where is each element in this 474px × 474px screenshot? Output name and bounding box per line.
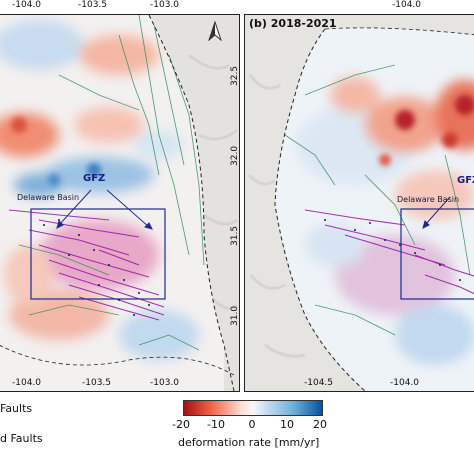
basin-boundary-a — [148, 15, 235, 391]
fault-lines-b — [284, 64, 471, 336]
basin-label-a: Delaware Basin — [17, 193, 80, 202]
basin-boundary-b — [274, 28, 366, 391]
colorbar-tick: -20 — [172, 418, 190, 431]
lat-tick: 31.0 — [230, 305, 240, 326]
panel-b-title: (b) 2018-2021 — [249, 17, 337, 30]
gfz-label-a: GFZ — [83, 173, 106, 184]
basin-label-b: Delaware Basin — [397, 195, 460, 204]
lat-tick: 32.0 — [230, 145, 240, 166]
colorbar-tick: 10 — [280, 418, 294, 431]
colorbar — [183, 400, 323, 416]
gfz-label-b: GFZ — [457, 175, 474, 186]
fault-lines-a — [18, 15, 205, 351]
map-panel-a-canvas — [0, 15, 239, 391]
panel-a-bottom-tick: -103.0 — [150, 378, 180, 388]
gfz-arrows-a — [56, 189, 153, 230]
terrain-texture-b — [247, 74, 306, 358]
map-panel-b-canvas — [245, 15, 474, 391]
deformation-field-a — [0, 15, 224, 391]
legend-faults: Faults — [0, 402, 33, 415]
lat-tick: 31.5 — [230, 225, 240, 246]
lat-tick: 32.5 — [230, 65, 240, 86]
north-arrow-icon — [208, 21, 222, 41]
panel-a-bottom-tick: -104.0 — [12, 378, 42, 388]
map-panel-b: (b) 2018-2021 GFZ Delaware Basin — [244, 14, 474, 392]
panel-a-top-tick: -103.0 — [150, 0, 180, 10]
panel-b-bottom-tick: -104.0 — [390, 378, 420, 388]
colorbar-tick: -10 — [207, 418, 225, 431]
gfz-arrows-b — [422, 196, 451, 229]
colorbar-tick: 20 — [313, 418, 327, 431]
aoi-box-a — [30, 208, 166, 300]
panel-a-top-tick: -104.0 — [12, 0, 42, 10]
aoi-box-b — [400, 208, 474, 300]
induced-faults-b — [304, 209, 474, 295]
seismic-events-a — [43, 219, 150, 316]
induced-faults-a — [8, 209, 165, 321]
basin-boundary-a-south — [0, 345, 235, 376]
map-panel-a: GFZ Delaware Basin — [0, 14, 240, 392]
panel-a-bottom-tick: -103.5 — [82, 378, 112, 388]
basin-boundary-b-north — [324, 27, 474, 36]
panel-b-top-tick: -104.0 — [392, 0, 422, 10]
legend-induced-faults: d Faults — [0, 432, 43, 445]
colorbar-label: deformation rate [mm/yr] — [178, 436, 320, 449]
colorbar-tick: 0 — [248, 418, 256, 431]
panel-b-bottom-tick: -104.5 — [304, 378, 334, 388]
terrain-texture — [188, 53, 239, 310]
panel-a-top-tick: -103.5 — [78, 0, 108, 10]
